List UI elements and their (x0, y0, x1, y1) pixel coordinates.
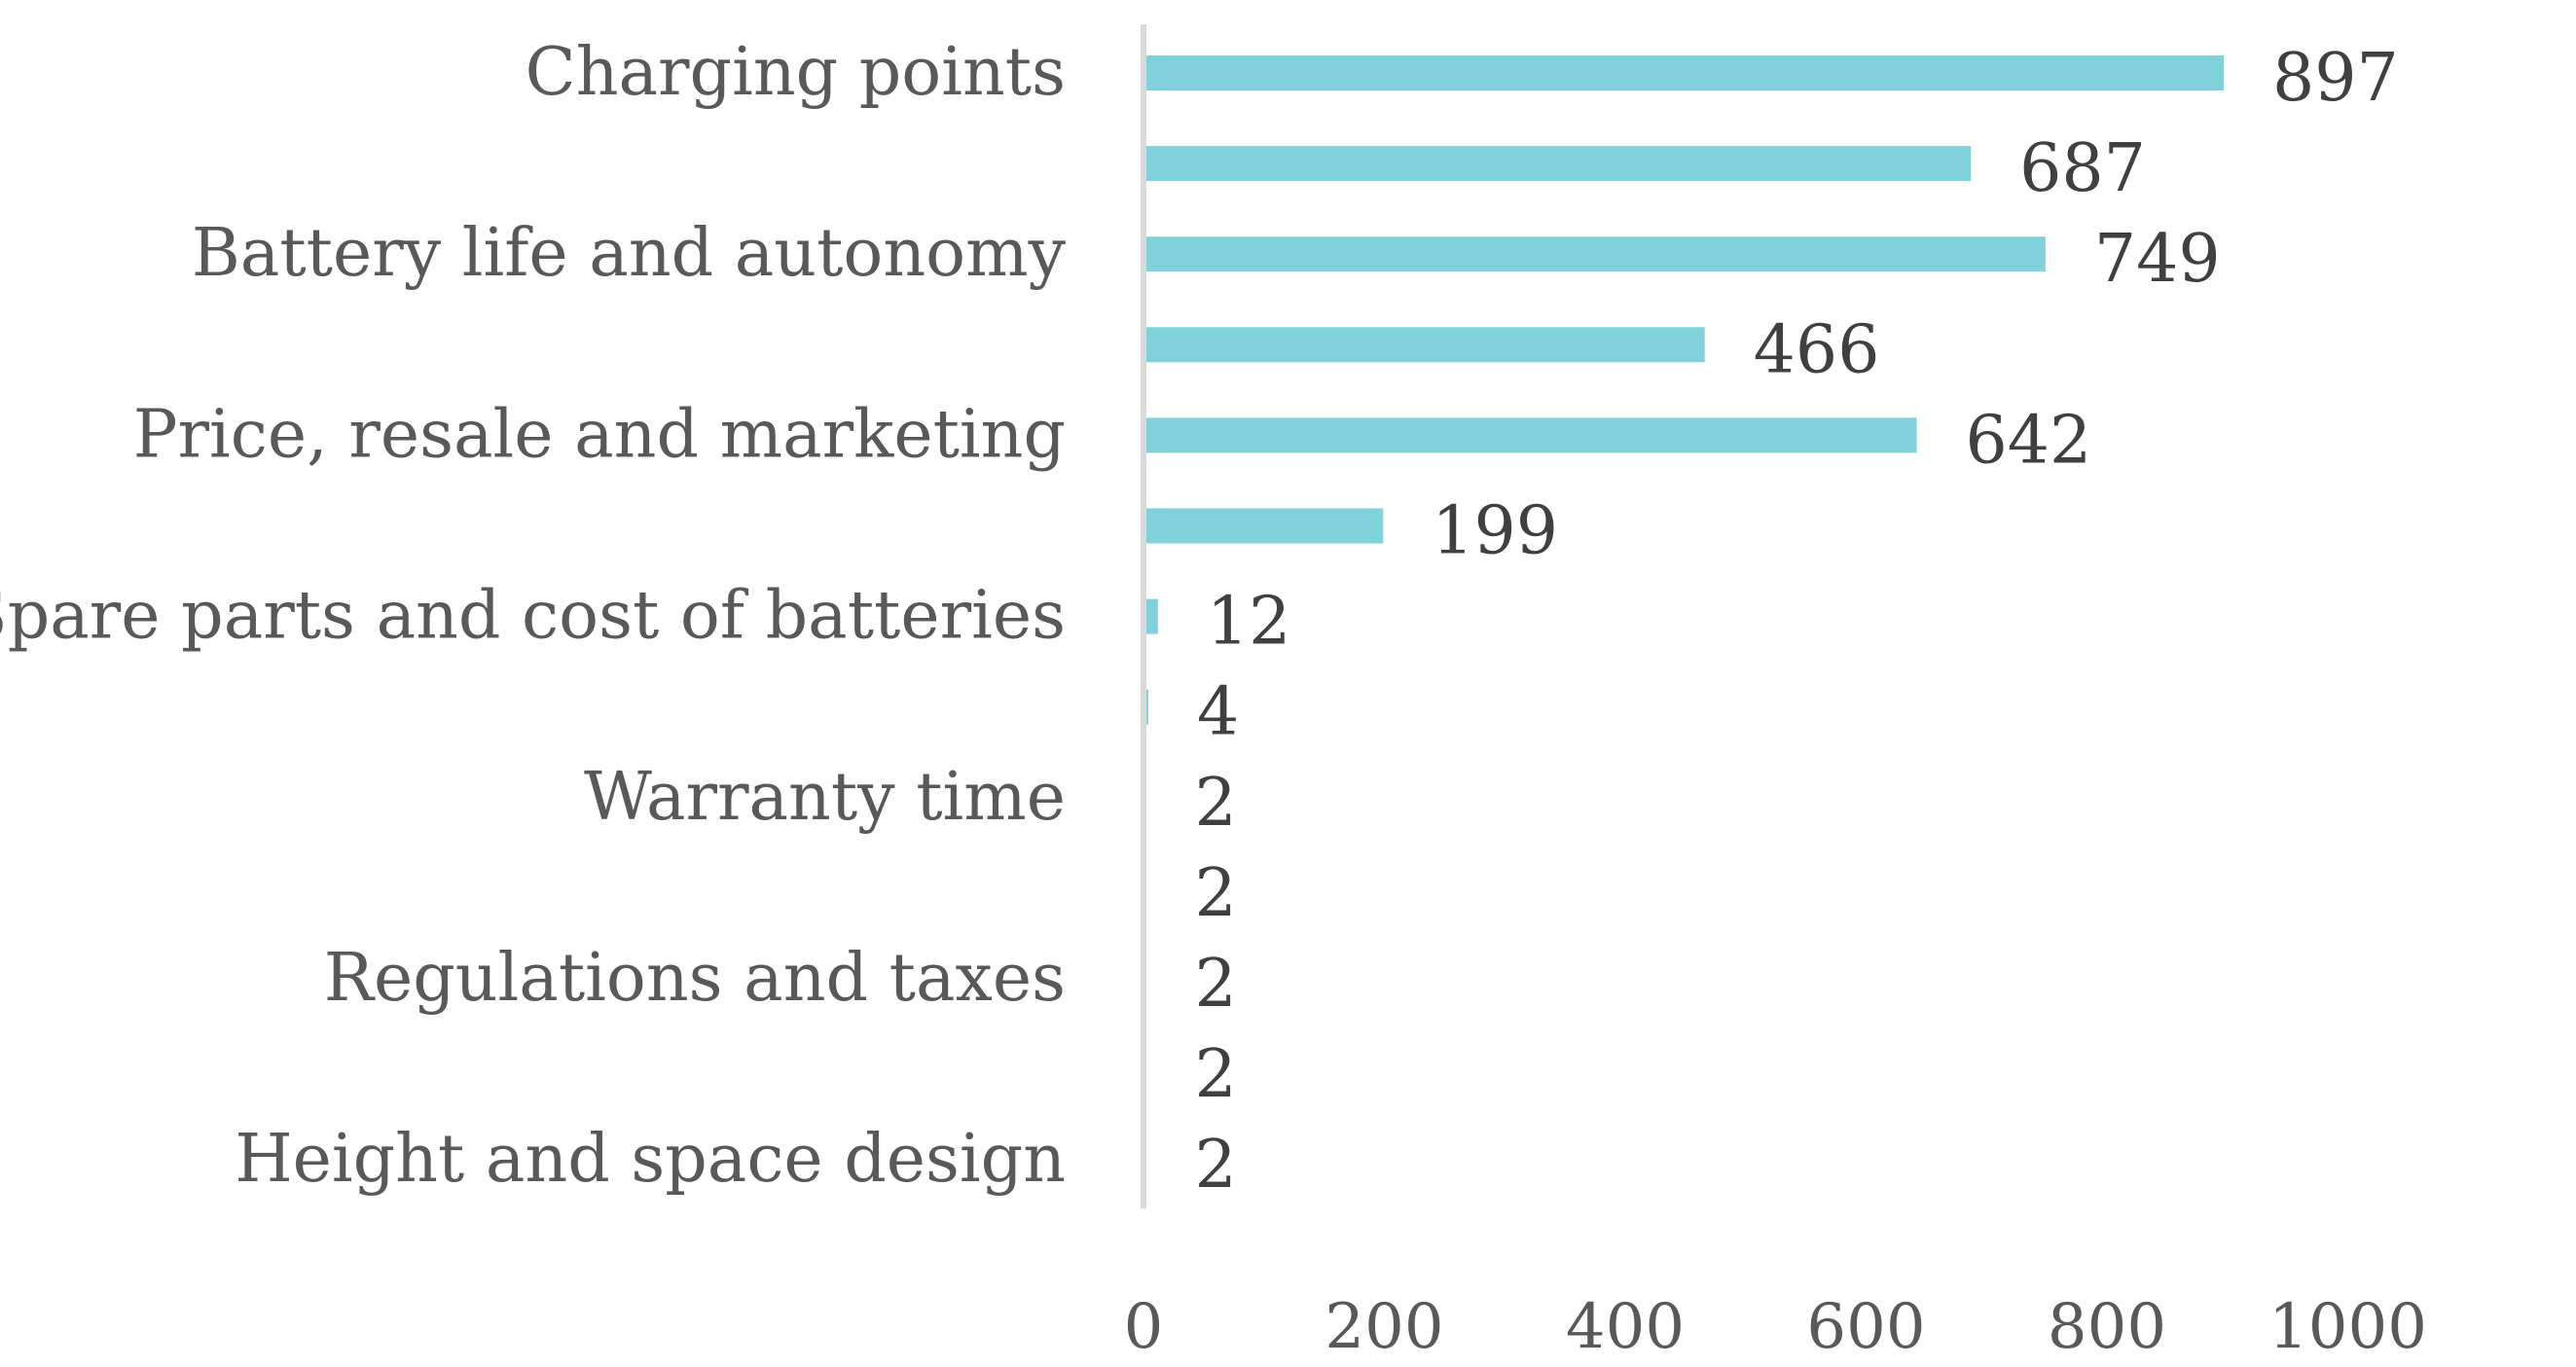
bar (1143, 508, 1384, 544)
bar (1143, 417, 1917, 453)
bar (1143, 236, 2046, 272)
data-labels: 897 687 749 466 642 199 12 4 2 2 2 2 2 (1194, 40, 2398, 1204)
bar (1143, 327, 1705, 363)
data-label: 687 (2019, 130, 2146, 207)
data-label: 466 (1754, 311, 1880, 388)
x-axis-tick-labels: 0 200 400 600 800 1000 (1124, 1291, 2427, 1363)
bar (1143, 598, 1158, 634)
x-tick-label: 400 (1566, 1291, 1685, 1363)
data-label: 2 (1194, 765, 1236, 842)
data-label: 12 (1207, 584, 1291, 661)
bars-layer (1143, 55, 2225, 1178)
category-label: Regulations and taxes (324, 940, 1066, 1017)
x-tick-label: 1000 (2268, 1291, 2427, 1363)
category-label: Height and space design (235, 1121, 1066, 1198)
category-label: Charging points (526, 34, 1066, 111)
bar (1143, 55, 2225, 90)
category-labels: Charging points Battery life and autonomy… (0, 34, 1067, 1198)
x-tick-label: 0 (1124, 1291, 1164, 1363)
data-label: 199 (1432, 493, 1558, 570)
bar (1143, 146, 1972, 182)
data-label: 4 (1197, 674, 1239, 751)
category-label: Price, resale and marketing (133, 396, 1066, 473)
x-tick-label: 600 (1806, 1291, 1925, 1363)
data-label: 2 (1194, 1036, 1236, 1113)
category-label: Spare parts and cost of batteries (0, 578, 1066, 655)
data-label: 2 (1194, 855, 1236, 932)
x-tick-label: 800 (2048, 1291, 2166, 1363)
data-label: 2 (1194, 1127, 1236, 1204)
data-label: 2 (1194, 946, 1236, 1023)
data-label: 897 (2272, 40, 2399, 117)
data-label: 642 (1965, 402, 2091, 479)
category-label: Warranty time (584, 759, 1066, 836)
x-tick-label: 200 (1324, 1291, 1443, 1363)
data-label: 749 (2094, 221, 2221, 298)
category-label: Battery life and autonomy (192, 215, 1067, 292)
